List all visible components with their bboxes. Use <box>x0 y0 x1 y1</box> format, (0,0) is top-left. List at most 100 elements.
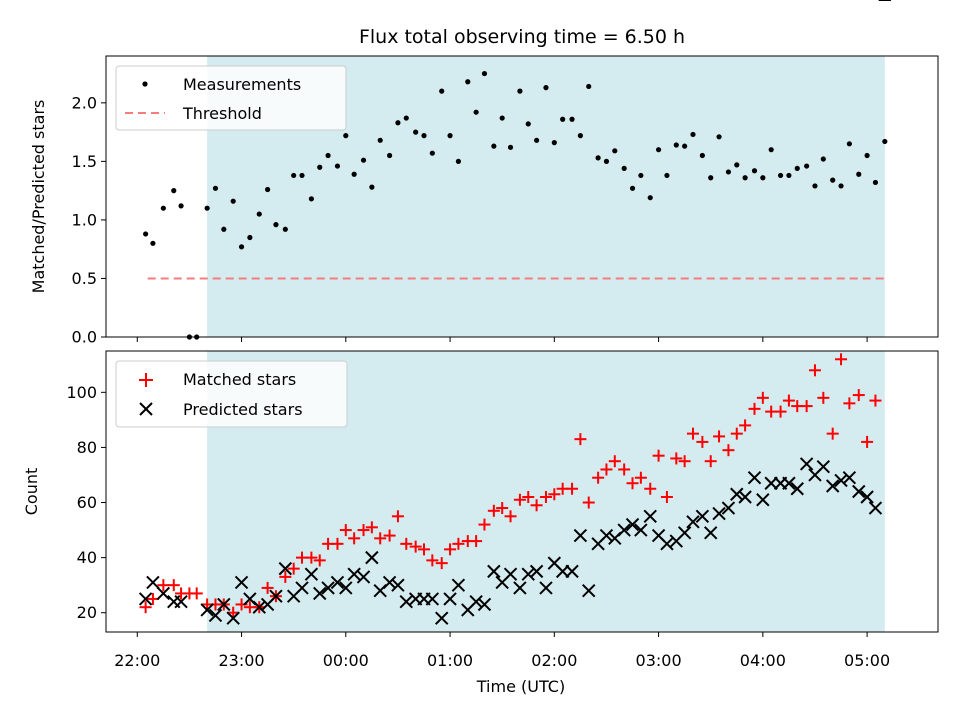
measurement-point <box>682 143 688 149</box>
predicted-star-point <box>677 526 692 540</box>
measurement-point <box>820 156 826 162</box>
bottom-legend-box <box>115 360 348 428</box>
matched-star-point <box>592 471 605 484</box>
top-frame <box>105 55 939 338</box>
measurement-point <box>638 172 644 179</box>
matched-star-point <box>800 400 813 413</box>
matched-star-point <box>426 554 439 567</box>
matched-star-point <box>383 529 396 542</box>
matched-star-point <box>305 551 318 564</box>
measurement-point <box>377 137 383 143</box>
predicted-star-point <box>487 564 501 579</box>
predicted-star-point <box>868 501 883 515</box>
predicted-star-point <box>634 523 648 537</box>
matched-star-point <box>279 570 292 583</box>
measurement-point <box>299 172 305 179</box>
predicted-star-point <box>790 482 804 496</box>
measurement-point <box>265 186 271 193</box>
legend-measurements-label: Measurements <box>183 75 301 94</box>
measurement-point <box>238 244 245 250</box>
measurement-point <box>421 133 427 139</box>
x-axis-label: Time (UTC) <box>476 677 565 696</box>
matched-star-point <box>530 499 543 512</box>
measurement-point <box>612 148 618 154</box>
bottom-axes: 20 40 60 80 100 22:00 23:00 00:00 01:00 02:00 03:0… <box>66 383 890 670</box>
measurement-point <box>386 152 393 159</box>
bottom-legend: Matched stars Predicted stars <box>115 360 348 428</box>
top-ylabel: Matched/Predicted stars <box>29 100 48 294</box>
matched-star-point <box>190 587 203 600</box>
measurement-point <box>533 137 540 143</box>
predicted-star-point <box>860 490 874 504</box>
predicted-star-point <box>686 515 700 529</box>
measurement-point <box>325 152 331 159</box>
predicted-star-point <box>295 581 309 595</box>
matched-star-point <box>452 537 465 550</box>
matched-star-point <box>435 557 448 570</box>
predicted-star-point <box>138 592 153 606</box>
predicted-star-point <box>643 509 657 524</box>
predicted-star-point <box>146 575 160 590</box>
predicted-star-point <box>313 586 327 601</box>
measurement-point <box>395 120 401 126</box>
top-legend: Measurements Threshold <box>115 65 347 131</box>
matched-star-point <box>539 491 552 504</box>
predicted-star-point <box>339 581 353 595</box>
matched-star-point <box>678 455 691 468</box>
matched-star-point <box>167 579 180 592</box>
top-ytick-label: 1.0 <box>72 210 97 229</box>
matched-star-point <box>748 402 761 415</box>
measurement-point <box>230 198 236 204</box>
predicted-star-point <box>721 501 736 515</box>
xtick-label: 04:00 <box>740 651 786 670</box>
predicted-star-point <box>825 479 840 493</box>
measurement-point <box>664 172 670 179</box>
matched-star-point <box>634 471 647 484</box>
matched-star-point <box>852 389 865 402</box>
bot-ytick-label: 80 <box>77 438 97 457</box>
measurement-point <box>256 211 262 217</box>
legend-threshold-label: Threshold <box>182 104 262 123</box>
bot-ytick-label: 60 <box>77 493 97 512</box>
top-ytick-label: 0.0 <box>72 328 97 347</box>
matched-star-point <box>227 606 240 619</box>
predicted-star-point <box>738 490 752 504</box>
measurement-point <box>647 195 653 201</box>
matched-star-point <box>730 427 743 440</box>
measurement-point <box>725 169 732 175</box>
measurement-point <box>856 171 862 177</box>
measurement-point <box>150 240 156 246</box>
matched-star-point <box>843 397 856 410</box>
measurement-point <box>447 133 453 139</box>
measurement-point <box>768 147 774 153</box>
xtick-label: 23:00 <box>218 651 264 670</box>
predicted-star-point <box>730 487 744 501</box>
count-points <box>138 0 891 625</box>
xtick-label: 00:00 <box>323 651 369 670</box>
legend-predicted-label: Predicted stars <box>183 400 303 419</box>
measurement-point <box>603 158 610 164</box>
measurement-points <box>143 70 888 340</box>
predicted-star-point <box>425 592 440 606</box>
measurement-point <box>525 121 531 127</box>
matched-star-point <box>756 391 769 404</box>
measurement-point <box>160 205 166 211</box>
xtick-label: 02:00 <box>531 651 577 670</box>
matched-star-point <box>313 554 326 567</box>
measurement-point <box>282 226 288 232</box>
matched-star-point <box>496 502 509 515</box>
predicted-star-point <box>756 493 770 507</box>
matched-star-point <box>400 537 413 550</box>
predicted-star-point <box>252 600 266 614</box>
predicted-star-point <box>234 575 249 590</box>
matched-star-point <box>861 435 874 448</box>
matched-star-point <box>582 496 595 509</box>
measurement-point <box>473 109 479 115</box>
matched-star-point <box>331 537 344 550</box>
matched-star-point <box>608 455 621 468</box>
matched-star-point <box>774 405 787 418</box>
predicted-star-point <box>816 459 831 474</box>
matched-star-point <box>470 535 483 548</box>
predicted-star-point <box>834 473 848 488</box>
top-panel: 0.00.51.01.52.0 Matched/Predicted stars … <box>29 55 939 347</box>
